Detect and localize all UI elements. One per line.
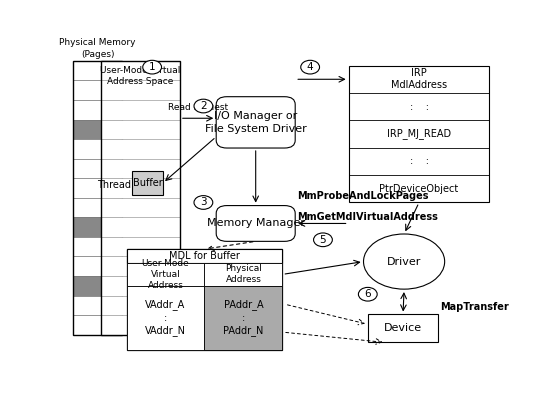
Bar [101,276,180,296]
Text: Memory Manager: Memory Manager [207,219,305,229]
Text: Physical Memory
(Pages): Physical Memory (Pages) [60,38,136,59]
Text: PAddr_A
:
PAddr_N: PAddr_A : PAddr_N [223,300,263,336]
Text: IRP
MdlAddress: IRP MdlAddress [391,68,447,90]
Bar [73,217,122,237]
Bar [73,61,122,335]
Bar [127,249,283,263]
Circle shape [194,99,213,113]
Text: :    :: : : [409,102,429,112]
Bar [101,139,180,159]
Text: User-Mode Virtual
Address Space: User-Mode Virtual Address Space [100,66,181,86]
Bar [73,315,122,335]
Bar [101,100,180,120]
Bar [101,120,180,139]
Text: Thread: Thread [97,180,131,190]
Text: Device: Device [384,324,422,333]
Circle shape [143,60,161,74]
Bar [127,286,204,350]
Text: Physical
Address: Physical Address [225,264,262,284]
Bar [101,159,180,178]
Bar [349,65,489,202]
Text: Buffer: Buffer [133,178,163,188]
Text: MmProbeAndLockPages: MmProbeAndLockPages [298,191,429,201]
Text: 2: 2 [200,101,207,111]
Text: 5: 5 [320,235,326,245]
Bar [368,314,438,343]
Circle shape [314,233,332,246]
Text: MDL for Buffer: MDL for Buffer [169,251,240,261]
Bar [127,263,204,286]
Bar [73,276,122,296]
Bar [73,198,122,217]
Text: I/O Manager or
File System Driver: I/O Manager or File System Driver [205,111,306,134]
Text: Read request: Read request [168,103,228,112]
Bar [204,263,283,286]
Bar [73,100,122,120]
Bar [101,61,180,80]
Bar [73,80,122,100]
Bar [73,120,122,139]
Text: 6: 6 [364,289,371,299]
Bar [101,178,180,198]
FancyBboxPatch shape [216,206,295,241]
Text: 1: 1 [149,62,155,72]
Text: PtrDeviceObject: PtrDeviceObject [380,184,458,194]
Text: Driver: Driver [387,257,422,267]
Text: User-Mode
Virtual
Address: User-Mode Virtual Address [142,259,190,290]
Bar [132,171,163,195]
Text: 4: 4 [307,62,314,72]
Text: MmGetMdlVirtualAddress: MmGetMdlVirtualAddress [298,212,438,222]
Bar [101,237,180,257]
Ellipse shape [364,234,445,289]
Bar [101,315,180,335]
Circle shape [301,60,320,74]
Bar [101,198,180,217]
Bar [73,159,122,178]
Bar [73,296,122,315]
Bar [73,178,122,198]
Text: 3: 3 [200,198,207,208]
Text: :    :: : : [409,156,429,166]
Bar [73,139,122,159]
Circle shape [194,196,213,209]
Bar [204,286,283,350]
Bar [101,296,180,315]
FancyBboxPatch shape [216,97,295,148]
Bar [73,237,122,257]
Bar [127,249,283,350]
Bar [73,61,122,80]
Circle shape [358,287,377,301]
Text: VAddr_A
:
VAddr_N: VAddr_A : VAddr_N [145,300,186,336]
Text: IRP_MJ_READ: IRP_MJ_READ [387,128,451,139]
Text: MapTransfer: MapTransfer [440,302,509,311]
Bar [101,80,180,100]
Bar [101,257,180,276]
Bar [101,61,180,335]
Bar [73,257,122,276]
Bar [101,217,180,237]
